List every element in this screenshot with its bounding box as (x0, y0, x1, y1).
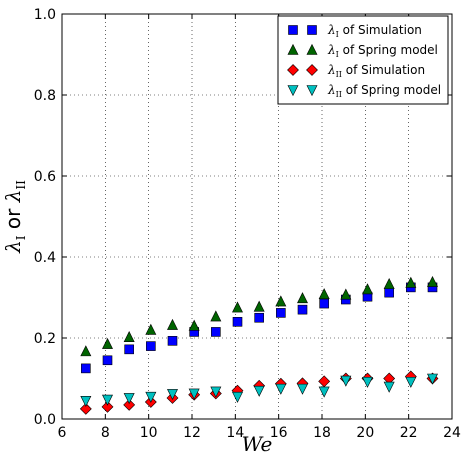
data-point (101, 400, 114, 413)
data-point (362, 376, 373, 388)
data-point (102, 337, 113, 349)
data-point (427, 275, 438, 287)
legend-label: λI of Spring model (327, 43, 438, 59)
data-point (319, 298, 329, 309)
x-tick-label: 8 (101, 425, 110, 441)
data-point (146, 341, 156, 351)
legend-label: λI of Simulation (327, 23, 422, 39)
data-point (210, 310, 222, 322)
data-point (318, 375, 331, 388)
x-tick-label: 10 (140, 425, 158, 441)
data-point (232, 316, 243, 327)
x-axis-label: We (242, 432, 273, 456)
y-tick-label: 0.6 (34, 169, 56, 185)
data-point (427, 373, 438, 385)
data-point (275, 383, 287, 395)
legend-marker (287, 64, 299, 76)
y-tick-label: 0.0 (34, 412, 56, 428)
data-point (275, 295, 287, 307)
data-point (167, 389, 178, 401)
data-point (405, 376, 417, 388)
legend-marker (306, 43, 318, 55)
x-tick-label: 24 (443, 425, 461, 441)
data-point (405, 276, 417, 288)
series-0-points (81, 282, 438, 374)
data-point (297, 292, 308, 304)
x-tick-label: 16 (270, 425, 288, 441)
data-point (145, 391, 157, 403)
data-points (79, 275, 439, 415)
data-point (318, 288, 330, 300)
legend-label: λII of Simulation (327, 63, 425, 79)
y-tick-label: 1.0 (34, 7, 56, 23)
y-tick-label: 0.4 (34, 250, 56, 266)
data-point (123, 331, 135, 342)
data-point (80, 345, 92, 357)
data-point (102, 355, 113, 366)
data-point (123, 398, 136, 411)
data-point (188, 388, 200, 400)
data-point (253, 385, 265, 397)
y-tick-label: 0.8 (34, 88, 56, 104)
plot-frame (61, 13, 453, 420)
data-point (383, 381, 395, 393)
data-point (232, 301, 243, 313)
series-1-points (80, 275, 438, 357)
data-point (318, 386, 330, 398)
data-point (167, 336, 178, 346)
legend-marker (307, 25, 317, 35)
legend: λI of Simulation λI of Spring model λII of… (277, 15, 449, 105)
y-tick-label: 0.2 (34, 331, 56, 347)
data-point (362, 283, 373, 295)
data-point (211, 327, 221, 337)
x-tick-label: 6 (58, 425, 67, 441)
data-point (80, 395, 92, 407)
series-3-points (80, 373, 438, 407)
data-point (81, 363, 91, 374)
data-point (253, 300, 265, 312)
data-point (383, 277, 395, 289)
data-point (340, 288, 352, 300)
x-tick-label: 18 (313, 425, 331, 441)
data-point (276, 308, 286, 318)
data-point (210, 386, 222, 398)
data-point (188, 319, 200, 331)
data-point (145, 323, 157, 335)
data-point (102, 394, 113, 406)
data-point (79, 402, 92, 415)
data-point (297, 383, 308, 395)
x-tick-label: 20 (356, 425, 374, 441)
x-tick-label: 22 (400, 425, 418, 441)
data-point (297, 304, 308, 315)
legend-label: λII of Spring model (327, 83, 441, 99)
data-point (232, 391, 243, 403)
data-point (254, 312, 264, 323)
legend-marker (306, 85, 318, 97)
data-point (340, 375, 352, 387)
legend-box (277, 15, 449, 105)
data-point (123, 393, 135, 405)
x-tick-label: 12 (183, 425, 201, 441)
data-point (167, 318, 178, 330)
axis-ticks: 6 8 10 12 14 16 18 20 22 24 0.0 0.2 0.4 0.6 0.8 1.0 (34, 7, 461, 441)
legend-marker (306, 64, 318, 76)
legend-marker (287, 85, 299, 97)
data-point (124, 344, 134, 355)
x-tick-label: 14 (226, 425, 244, 441)
y-axis-label: λI or λII (1, 180, 28, 254)
legend-marker (288, 25, 298, 35)
data-point (384, 287, 394, 298)
legend-marker (287, 43, 299, 55)
